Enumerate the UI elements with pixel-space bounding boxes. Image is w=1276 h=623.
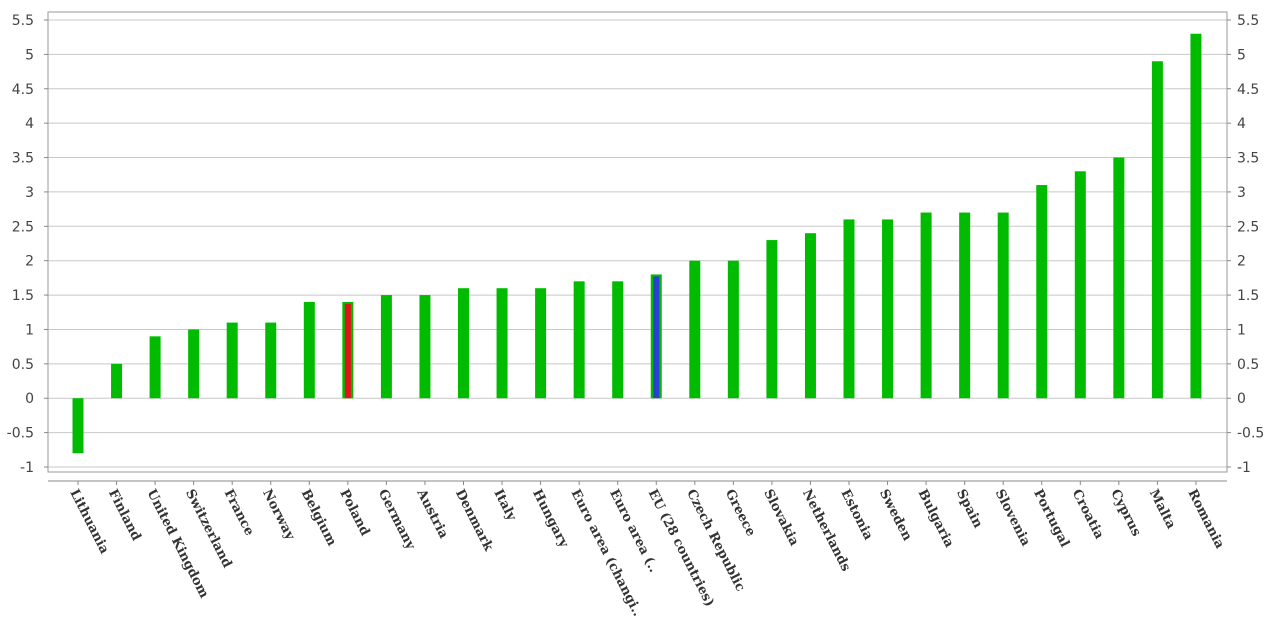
x-tick-label: Spain: [953, 487, 985, 531]
y-tick-label-left: 3: [25, 185, 34, 201]
y-tick-label-right: 3.5: [1237, 151, 1259, 167]
y-tick-label-left: 0: [25, 391, 34, 407]
x-tick-label: Italy: [490, 487, 519, 524]
y-tick-label-left: 5.5: [12, 13, 34, 29]
y-tick-label-left: 1.5: [12, 288, 34, 304]
y-tick-label-right: 0: [1237, 391, 1246, 407]
y-tick-label-right: 4.5: [1237, 82, 1259, 98]
x-tick-label: Bulgaria: [915, 487, 957, 551]
y-tick-label-left: 4.5: [12, 82, 34, 98]
y-tick-label-right: 4: [1237, 116, 1246, 132]
x-tick-label: Finland: [105, 487, 144, 543]
x-tick-label: Romania: [1184, 487, 1227, 552]
y-tick-label-right: 2.5: [1237, 219, 1259, 235]
y-tick-label-right: 5: [1237, 47, 1246, 63]
x-tick-label: Poland: [336, 487, 372, 538]
y-tick-label-left: 2: [25, 254, 34, 270]
bar: [1113, 157, 1125, 399]
y-tick-label-left: -0.5: [7, 426, 34, 442]
bar: [843, 219, 855, 399]
bar: [1074, 171, 1086, 399]
x-tick-label: Denmark: [452, 487, 496, 554]
bar: [419, 295, 431, 399]
bar: [111, 363, 123, 399]
bar: [72, 398, 84, 454]
x-tick-label: France: [221, 487, 257, 538]
bar: [188, 329, 200, 399]
y-tick-label-left: 4: [25, 116, 34, 132]
x-tick-label: Malta: [1146, 487, 1179, 532]
y-tick-label-left: 0.5: [12, 357, 34, 373]
y-tick-label-left: 5: [25, 47, 34, 63]
x-tick-label: Belgium: [298, 487, 339, 549]
x-tick-label: Cyprus: [1107, 487, 1143, 539]
bar: [496, 288, 508, 399]
y-axis-right-labels: -1 -0.5 0 0.5 1 1.5 2 2.5 3 3.5 4 4.5 5 5.5: [1237, 13, 1264, 476]
bar: [1190, 33, 1202, 399]
bar-highlighted: [653, 276, 660, 399]
x-tick-label: Hungary: [529, 487, 571, 550]
bar: [882, 219, 894, 399]
y-tick-label-right: -1: [1237, 460, 1251, 476]
bar: [1151, 61, 1163, 399]
x-tick-label: Croatia: [1069, 487, 1107, 542]
x-tick-label: Lithuania: [66, 487, 112, 557]
y-tick-label-left: 1: [25, 322, 34, 338]
bar: [303, 301, 315, 399]
x-tick-label: Austria: [413, 486, 451, 542]
bar: [727, 260, 739, 399]
y-tick-label-right: 1.5: [1237, 288, 1259, 304]
x-tick-label: Germany: [375, 487, 418, 552]
bars: [72, 33, 1202, 454]
bar: [149, 336, 161, 399]
x-tick-label: Slovenia: [992, 487, 1034, 549]
y-tick-label-left: 3.5: [12, 151, 34, 167]
bar: [458, 288, 469, 399]
bar: [689, 260, 701, 399]
x-tick-label: Euro area (changi..: [568, 487, 645, 619]
axes: [44, 19, 1231, 485]
bar: [612, 281, 624, 399]
bar: [1036, 185, 1048, 399]
bar: [573, 281, 585, 399]
bar: [226, 322, 238, 399]
y-tick-label-right: 1: [1237, 322, 1246, 338]
x-tick-label: Slovakia: [760, 487, 801, 549]
y-tick-label-left: 2.5: [12, 219, 34, 235]
bar: [997, 212, 1009, 399]
y-tick-label-right: -0.5: [1237, 426, 1264, 442]
y-tick-label-right: 2: [1237, 254, 1246, 270]
y-tick-label-right: 0.5: [1237, 357, 1259, 373]
bar: [265, 322, 277, 399]
y-tick-label-right: 5.5: [1237, 13, 1259, 29]
y-tick-label-left: -1: [20, 460, 34, 476]
plot-frame: [47, 11, 1228, 473]
y-tick-label-right: 3: [1237, 185, 1246, 201]
bar: [920, 212, 932, 399]
x-tick-label: Portugal: [1030, 487, 1072, 550]
bar: [804, 233, 816, 399]
bar: [380, 295, 392, 399]
x-tick-label: Sweden: [876, 487, 915, 544]
bar: [535, 288, 547, 399]
bar: [766, 240, 778, 399]
bar: [959, 212, 971, 399]
bar-highlighted: [344, 303, 351, 399]
grid-lines: [48, 19, 1227, 468]
y-axis-left-labels: -1 -0.5 0 0.5 1 1.5 2 2.5 3 3.5 4 4.5 5 5.5: [7, 13, 34, 476]
x-tick-label: Greece: [722, 487, 758, 539]
x-tick-label: Estonia: [837, 487, 875, 543]
x-tick-label: Norway: [259, 487, 297, 543]
